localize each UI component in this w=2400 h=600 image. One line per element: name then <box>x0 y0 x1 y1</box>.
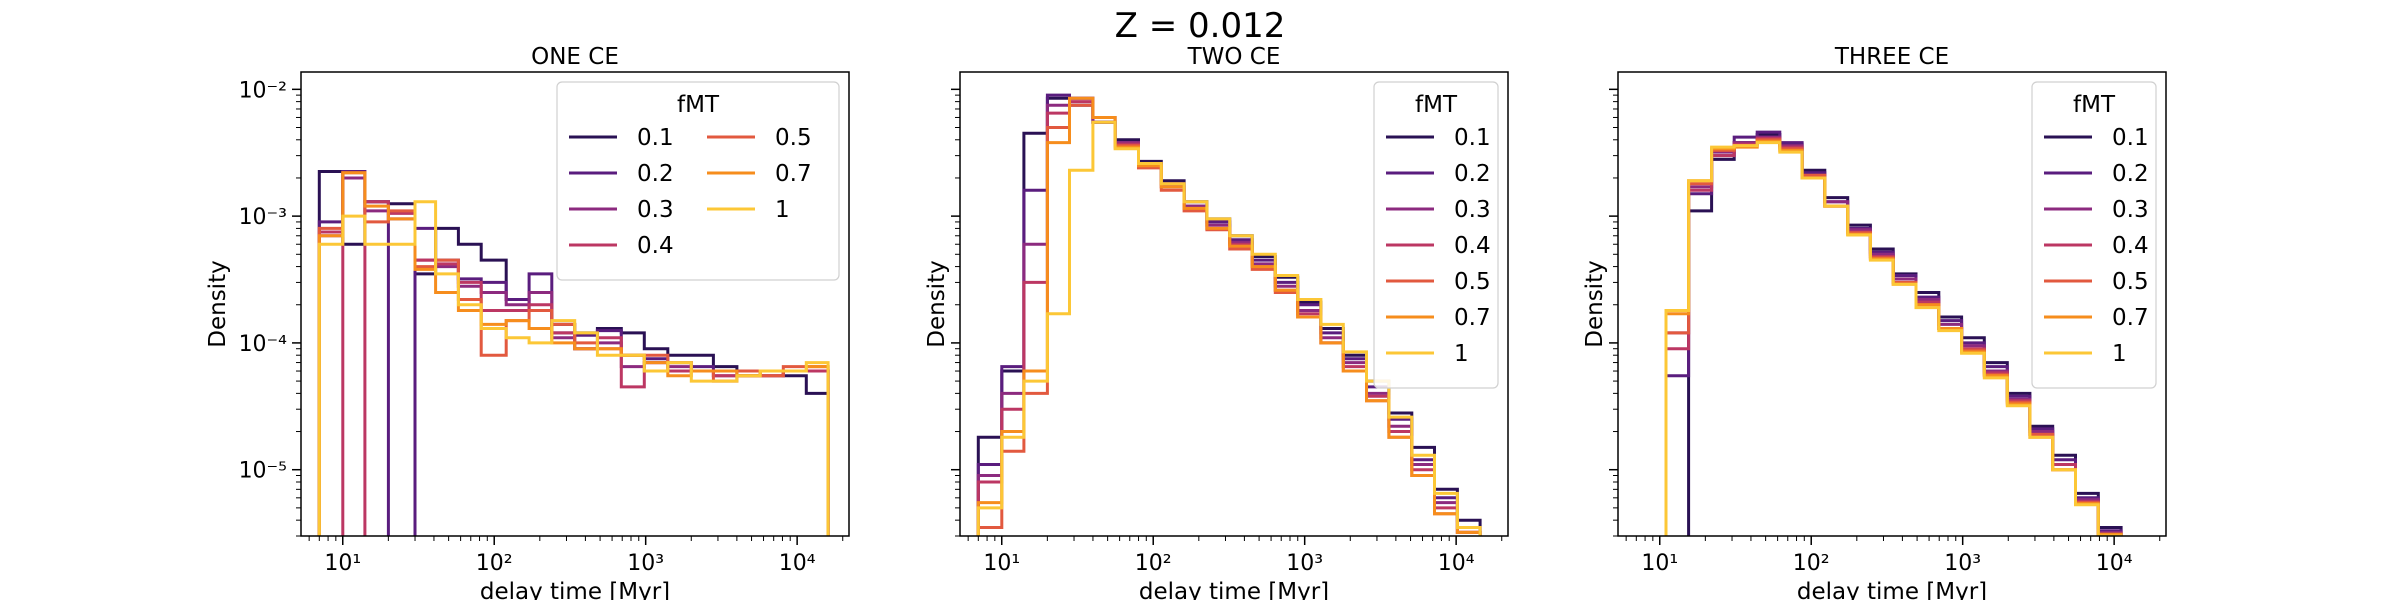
legend-entry: 0.1 <box>637 125 674 151</box>
series-fmt-1 <box>317 200 830 536</box>
legend: fMT 0.1 0.2 0.3 0.4 0.5 0.7 1 <box>2031 81 2157 389</box>
y-tick-label: 10⁻³ <box>239 205 287 230</box>
y-tick-label: 10⁻⁵ <box>239 459 287 484</box>
x-tick-label: 10³ <box>1944 551 1981 576</box>
panel-1: 10¹ 10² 10³ 10⁴ 10⁻⁵ 10⁻⁴ 10⁻³ 10⁻² ONE CE delay … <box>205 44 850 600</box>
legend-box <box>556 81 840 281</box>
legend-entry: 0.3 <box>637 197 674 223</box>
x-tick-label: 10¹ <box>983 551 1020 576</box>
x-tick-label: 10³ <box>1286 551 1323 576</box>
figure-suptitle: Z = 0.012 <box>1115 6 1286 46</box>
axes-frame <box>959 71 1509 537</box>
y-axis-label: Density <box>205 260 231 347</box>
legend-entry: 0.7 <box>2112 305 2149 331</box>
legend-entry: 0.7 <box>775 161 812 187</box>
series-fmt-1 <box>1664 141 2123 536</box>
x-tick-label: 10² <box>476 551 513 576</box>
legend-box <box>2031 81 2157 389</box>
legend-title: fMT <box>2073 92 2116 118</box>
y-tick-label: 10⁻² <box>239 78 287 103</box>
legend-entry: 0.3 <box>2112 197 2149 223</box>
y-axis-label: Density <box>1582 260 1608 347</box>
axes-frame <box>300 71 850 537</box>
x-axis-label: delay time [Myr] <box>1797 579 1987 600</box>
panel-title: TWO CE <box>1187 44 1281 70</box>
x-axis-label: delay time [Myr] <box>1139 579 1329 600</box>
legend-entry: 0.5 <box>775 125 812 151</box>
legend-box <box>1373 81 1499 389</box>
legend-entry: 0.7 <box>1454 305 1491 331</box>
legend-entry: 0.3 <box>1454 197 1491 223</box>
x-tick-label: 10¹ <box>1641 551 1678 576</box>
legend-entry: 0.4 <box>2112 233 2149 259</box>
panel-title: THREE CE <box>1834 44 1949 70</box>
legend-entry: 0.4 <box>1454 233 1491 259</box>
panel-title: ONE CE <box>531 44 619 70</box>
x-tick-label: 10² <box>1793 551 1830 576</box>
x-axis-label: delay time [Myr] <box>480 579 670 600</box>
legend-entry: 0.1 <box>2112 125 2149 151</box>
legend-title: fMT <box>677 92 720 118</box>
x-tick-label: 10⁴ <box>1438 551 1475 576</box>
legend-entry: 1 <box>1454 341 1469 367</box>
y-axis-label: Density <box>924 260 950 347</box>
legend-title: fMT <box>1415 92 1458 118</box>
y-tick-label: 10⁻⁴ <box>239 332 288 357</box>
legend-entry: 0.5 <box>2112 269 2149 295</box>
x-tick-label: 10² <box>1135 551 1172 576</box>
legend: fMT 0.1 0.2 0.3 0.4 0.5 0.7 1 <box>1373 81 1499 389</box>
panel-3: 10¹ 10² 10³ 10⁴ THREE CE delay time [Myr] Dens… <box>1582 44 2167 600</box>
x-tick-label: 10⁴ <box>2096 551 2133 576</box>
legend-entry: 0.2 <box>1454 161 1491 187</box>
legend-entry: 0.5 <box>1454 269 1491 295</box>
legend-entry: 1 <box>775 197 790 223</box>
legend-entry: 1 <box>2112 341 2127 367</box>
series-fmt-1 <box>976 120 1482 536</box>
x-tick-label: 10⁴ <box>779 551 816 576</box>
legend-entry: 0.2 <box>637 161 674 187</box>
legend-entry: 0.2 <box>2112 161 2149 187</box>
legend-entry: 0.1 <box>1454 125 1491 151</box>
panel-2: 10¹ 10² 10³ 10⁴ TWO CE delay time [Myr] Densit… <box>924 44 1509 600</box>
x-tick-label: 10¹ <box>324 551 361 576</box>
legend-entry: 0.4 <box>637 233 674 259</box>
x-tick-label: 10³ <box>627 551 664 576</box>
axes-frame <box>1617 71 2167 537</box>
